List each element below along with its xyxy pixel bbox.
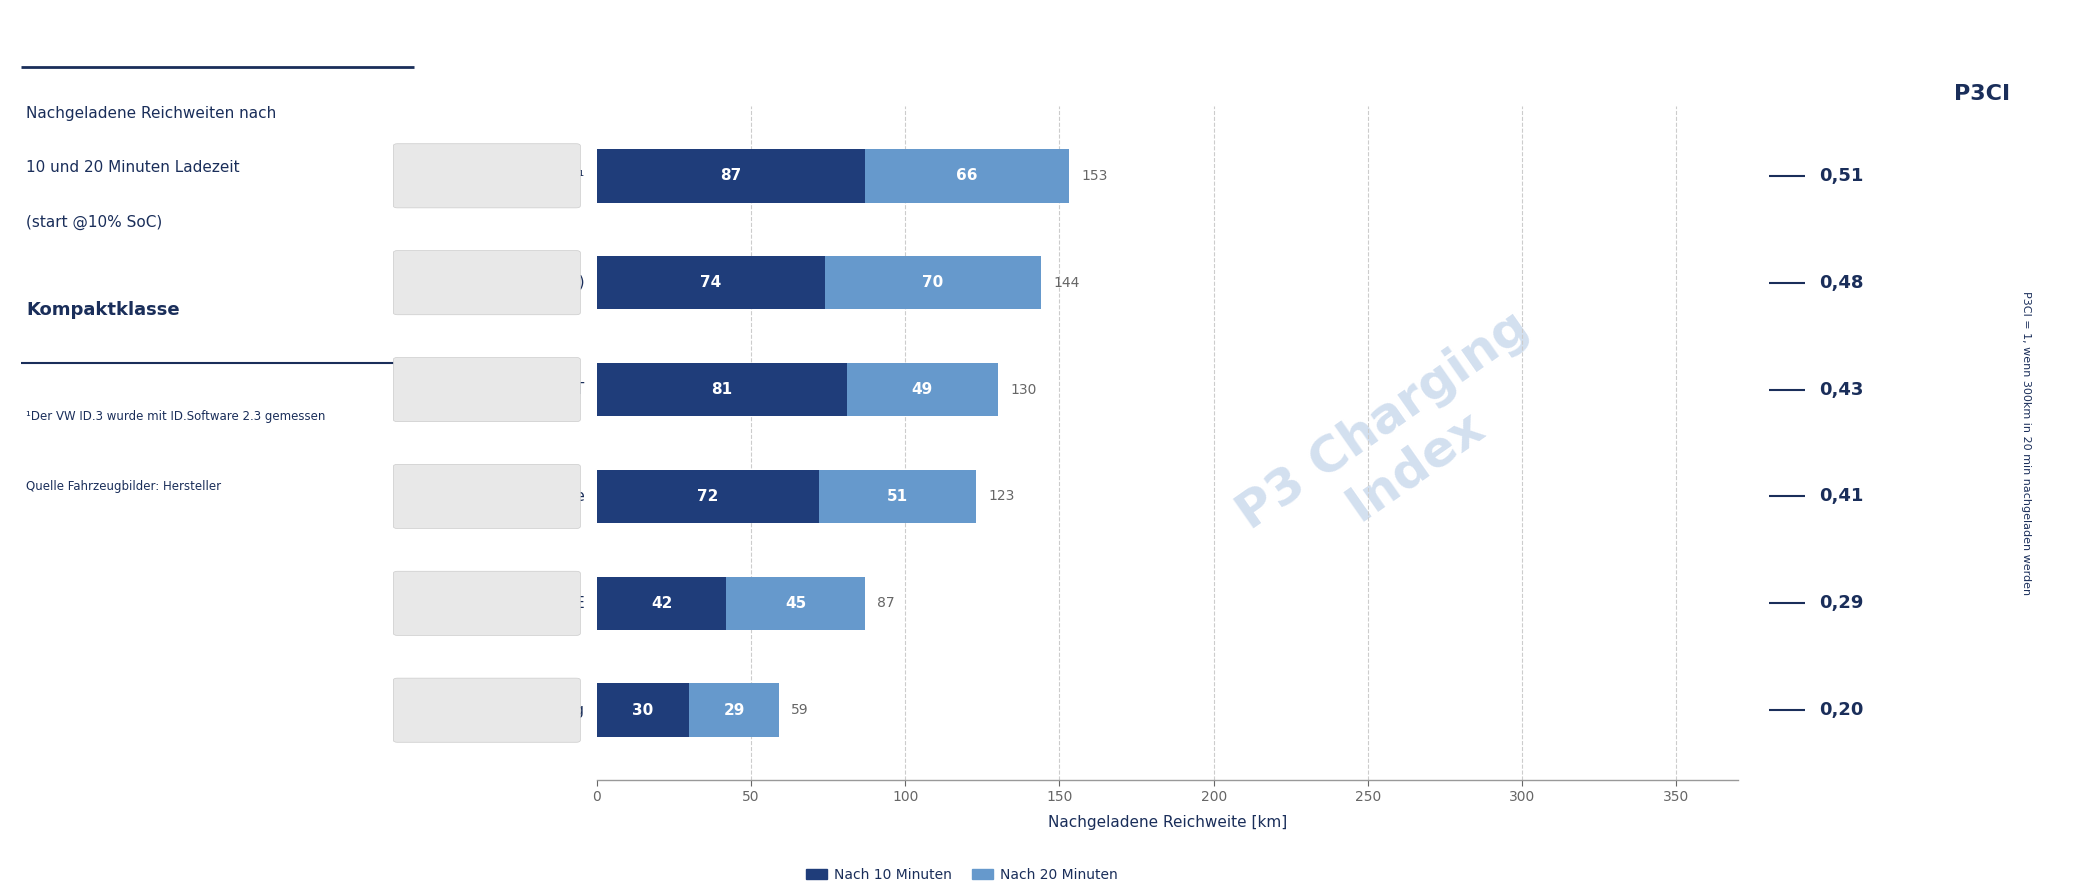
Text: 123: 123 — [988, 489, 1016, 503]
Bar — [825, 256, 1041, 309]
Text: 51: 51 — [888, 489, 909, 504]
Text: 30: 30 — [632, 703, 653, 718]
Text: 10 und 20 Minuten Ladezeit: 10 und 20 Minuten Ladezeit — [25, 160, 241, 175]
Text: 29: 29 — [722, 703, 745, 718]
Text: 87: 87 — [720, 168, 741, 183]
Text: (start @10% SoC): (start @10% SoC) — [25, 214, 163, 230]
Text: 87: 87 — [877, 596, 894, 610]
Bar — [597, 256, 825, 309]
Text: 59: 59 — [792, 703, 808, 717]
Text: Dacia - Spring: Dacia - Spring — [477, 703, 584, 718]
X-axis label: Nachgeladene Reichweite [km]: Nachgeladene Reichweite [km] — [1047, 815, 1288, 830]
Bar — [597, 577, 727, 630]
Text: 0,51: 0,51 — [1820, 167, 1864, 185]
Bar — [597, 363, 846, 416]
Legend: Nach 10 Minuten, Nach 20 Minuten: Nach 10 Minuten, Nach 20 Minuten — [800, 862, 1124, 886]
FancyBboxPatch shape — [394, 571, 580, 635]
Text: P3CI: P3CI — [1954, 84, 2010, 105]
Bar — [819, 470, 976, 523]
FancyBboxPatch shape — [394, 144, 580, 208]
Text: 0,48: 0,48 — [1820, 274, 1864, 291]
Text: 81: 81 — [712, 382, 733, 397]
Text: 72: 72 — [697, 489, 718, 504]
Text: Fiat - 500e: Fiat - 500e — [503, 489, 584, 504]
FancyBboxPatch shape — [394, 678, 580, 742]
Text: 42: 42 — [651, 595, 672, 610]
FancyBboxPatch shape — [394, 357, 580, 422]
Text: 0,43: 0,43 — [1820, 381, 1864, 399]
Text: ¹Der VW ID.3 wurde mit ID.Software 2.3 gemessen: ¹Der VW ID.3 wurde mit ID.Software 2.3 g… — [25, 409, 325, 423]
Text: 45: 45 — [785, 595, 806, 610]
Text: P3 Charging
Index: P3 Charging Index — [1227, 302, 1568, 584]
Text: 74: 74 — [699, 276, 722, 291]
Bar — [597, 149, 865, 203]
Text: P3CI = 1, wenn 300km in 20 min nachgeladen werden: P3CI = 1, wenn 300km in 20 min nachgelad… — [2021, 291, 2031, 595]
Text: 0,29: 0,29 — [1820, 595, 1864, 612]
Text: 130: 130 — [1009, 383, 1037, 397]
FancyBboxPatch shape — [394, 464, 580, 529]
Bar — [689, 683, 779, 737]
Bar — [865, 149, 1068, 203]
Bar — [597, 470, 819, 523]
Text: VW - ID.3 (58kWh)¹: VW - ID.3 (58kWh)¹ — [438, 168, 584, 183]
Text: Peugeot - e-208 GT: Peugeot - e-208 GT — [438, 382, 584, 397]
Bar — [846, 363, 997, 416]
Bar — [727, 577, 865, 630]
FancyBboxPatch shape — [394, 251, 580, 315]
Text: 66: 66 — [957, 168, 978, 183]
Text: Kompaktklasse: Kompaktklasse — [25, 300, 180, 319]
Text: Mini - Cooper SE: Mini - Cooper SE — [459, 595, 584, 610]
Text: Quelle Fahrzeugbilder: Hersteller: Quelle Fahrzeugbilder: Hersteller — [25, 480, 222, 493]
Bar — [597, 683, 689, 737]
Text: 0,20: 0,20 — [1820, 701, 1864, 719]
Text: Hyundai - Kona (64kWh): Hyundai - Kona (64kWh) — [398, 276, 584, 291]
Text: 70: 70 — [921, 276, 944, 291]
Text: 153: 153 — [1081, 169, 1108, 183]
Text: 144: 144 — [1053, 276, 1081, 290]
Text: 0,41: 0,41 — [1820, 487, 1864, 505]
Text: 49: 49 — [911, 382, 932, 397]
Text: Nachgeladene Reichweiten nach: Nachgeladene Reichweiten nach — [25, 105, 276, 120]
